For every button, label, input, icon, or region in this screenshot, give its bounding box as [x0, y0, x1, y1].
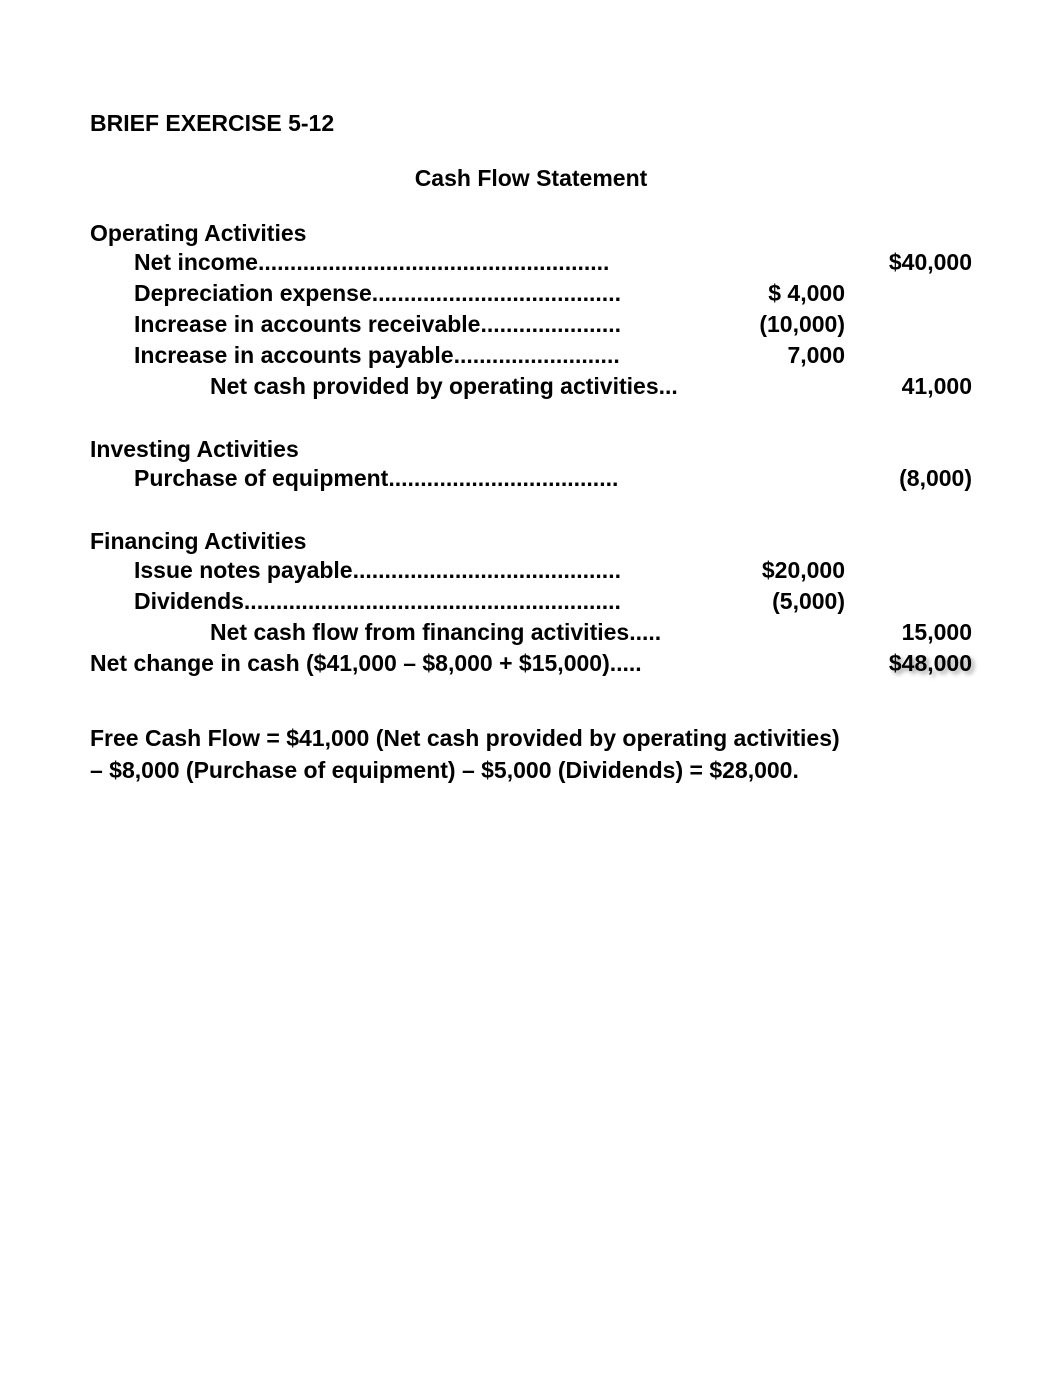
footer-line1: Free Cash Flow = $41,000 (Net cash provi…	[90, 723, 972, 754]
financing-net-cash-row: Net cash flow from financing activities.…	[90, 617, 972, 648]
ap-increase-row: Increase in accounts payable............…	[90, 340, 972, 371]
net-income-label: Net income..............................…	[90, 247, 720, 278]
net-change-col1	[720, 648, 855, 679]
net-change-label: Net change in cash ($41,000 – $8,000 + $…	[90, 648, 720, 679]
financing-heading: Financing Activities	[90, 528, 972, 555]
dividends-value: (5,000)	[720, 586, 855, 617]
net-income-row: Net income..............................…	[90, 247, 972, 278]
depreciation-row: Depreciation expense....................…	[90, 278, 972, 309]
notes-payable-label: Issue notes payable.....................…	[90, 555, 720, 586]
ar-increase-label: Increase in accounts receivable.........…	[90, 309, 720, 340]
operating-heading: Operating Activities	[90, 220, 972, 247]
operating-net-cash-col1	[720, 371, 855, 402]
purchase-equipment-value: (8,000)	[855, 463, 972, 494]
ap-increase-col2	[855, 340, 972, 371]
purchase-equipment-label: Purchase of equipment...................…	[90, 463, 720, 494]
depreciation-label: Depreciation expense....................…	[90, 278, 720, 309]
operating-net-cash-label: Net cash provided by operating activitie…	[90, 371, 720, 402]
exercise-title: BRIEF EXERCISE 5-12	[90, 110, 972, 137]
purchase-equipment-row: Purchase of equipment...................…	[90, 463, 972, 494]
free-cash-flow-note: Free Cash Flow = $41,000 (Net cash provi…	[90, 723, 972, 785]
footer-line2: – $8,000 (Purchase of equipment) – $5,00…	[90, 755, 972, 786]
net-change-value: $48,000	[855, 648, 972, 679]
financing-net-cash-col1	[720, 617, 855, 648]
depreciation-col2	[855, 278, 972, 309]
net-income-col1	[720, 247, 855, 278]
depreciation-value: $ 4,000	[720, 278, 855, 309]
ar-increase-col2	[855, 309, 972, 340]
notes-payable-col2	[855, 555, 972, 586]
net-income-value: $40,000	[855, 247, 972, 278]
operating-net-cash-row: Net cash provided by operating activitie…	[90, 371, 972, 402]
ap-increase-value: 7,000	[720, 340, 855, 371]
notes-payable-row: Issue notes payable.....................…	[90, 555, 972, 586]
statement-subtitle: Cash Flow Statement	[90, 165, 972, 192]
financing-net-cash-value: 15,000	[855, 617, 972, 648]
operating-net-cash-value: 41,000	[855, 371, 972, 402]
dividends-col2	[855, 586, 972, 617]
financing-net-cash-label: Net cash flow from financing activities.…	[90, 617, 720, 648]
notes-payable-value: $20,000	[720, 555, 855, 586]
dividends-row: Dividends...............................…	[90, 586, 972, 617]
ap-increase-label: Increase in accounts payable............…	[90, 340, 720, 371]
investing-heading: Investing Activities	[90, 436, 972, 463]
purchase-equipment-col1	[720, 463, 855, 494]
ar-increase-value: (10,000)	[720, 309, 855, 340]
dividends-label: Dividends...............................…	[90, 586, 720, 617]
net-change-row: Net change in cash ($41,000 – $8,000 + $…	[90, 648, 972, 679]
ar-increase-row: Increase in accounts receivable.........…	[90, 309, 972, 340]
